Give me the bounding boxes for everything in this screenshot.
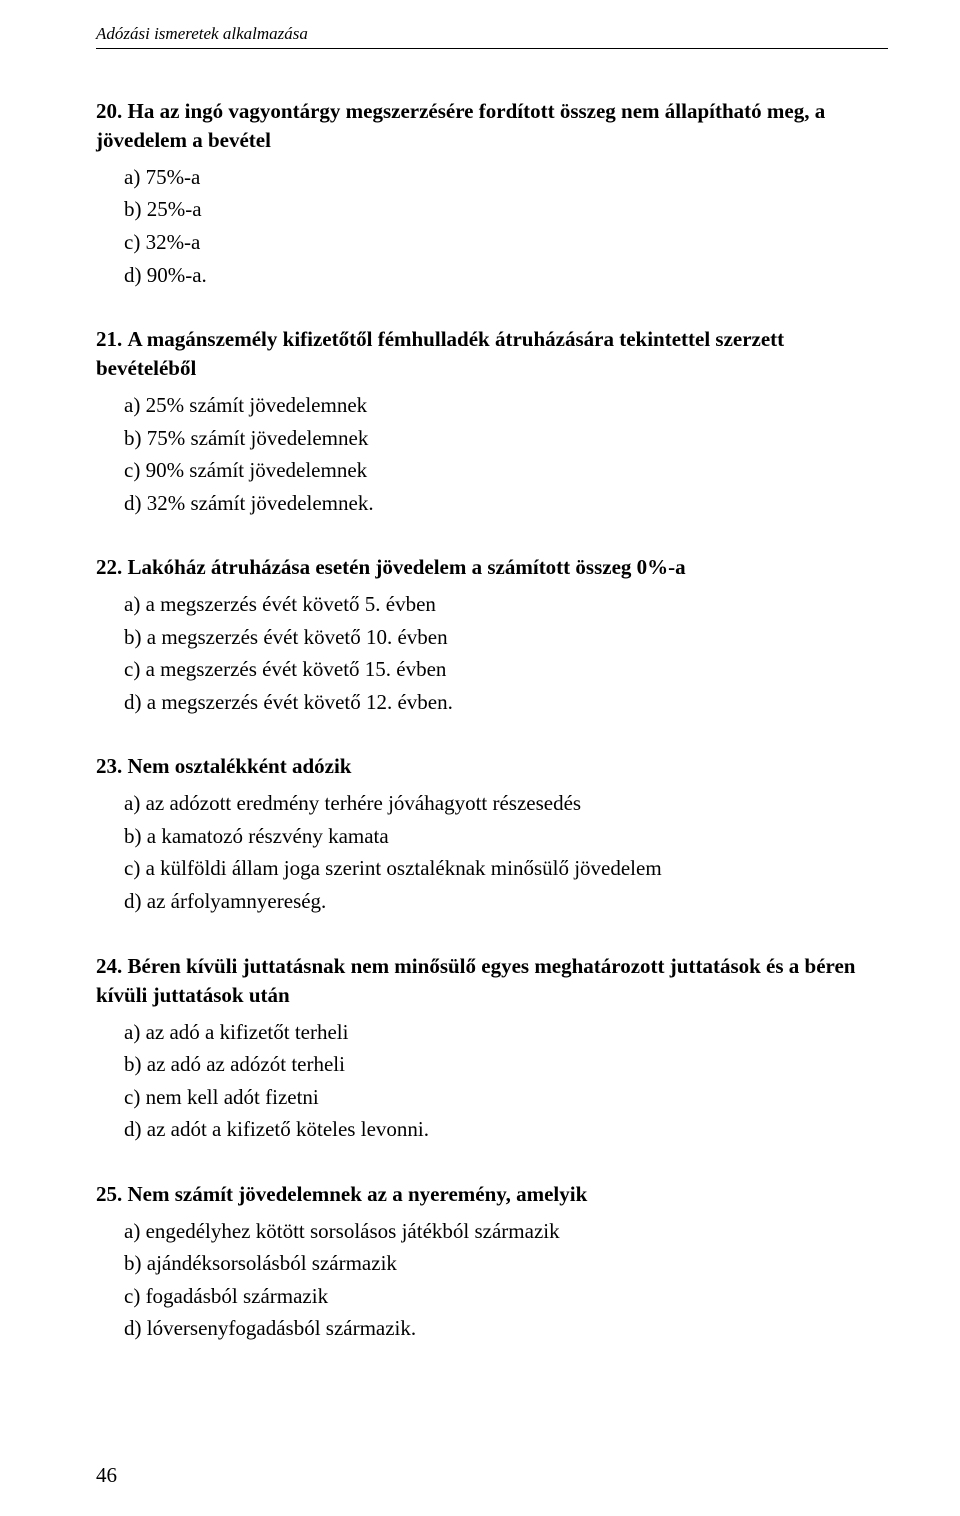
option-a: a) engedélyhez kötött sorsolásos játékbó… [124, 1215, 888, 1248]
option-d: d) az árfolyamnyereség. [124, 885, 888, 918]
option-a: a) az adó a kifizetőt terheli [124, 1016, 888, 1049]
options-list: a) a megszerzés évét követő 5. évben b) … [124, 588, 888, 718]
question-text: 20. Ha az ingó vagyontárgy megszerzésére… [96, 97, 888, 155]
question-22: 22. Lakóház átruházása esetén jövedelem … [96, 553, 888, 718]
option-c: c) a külföldi állam joga szerint osztalé… [124, 852, 888, 885]
options-list: a) 25% számít jövedelemnek b) 75% számít… [124, 389, 888, 519]
option-b: b) 75% számít jövedelemnek [124, 422, 888, 455]
option-c: c) a megszerzés évét követő 15. évben [124, 653, 888, 686]
options-list: a) engedélyhez kötött sorsolásos játékbó… [124, 1215, 888, 1345]
options-list: a) 75%-a b) 25%-a c) 32%-a d) 90%-a. [124, 161, 888, 291]
running-header: Adózási ismeretek alkalmazása [96, 24, 888, 49]
options-list: a) az adó a kifizetőt terheli b) az adó … [124, 1016, 888, 1146]
question-stem: Lakóház átruházása esetén jövedelem a sz… [128, 555, 686, 579]
option-b: b) a megszerzés évét követő 10. évben [124, 621, 888, 654]
option-b: b) ajándéksorsolásból származik [124, 1247, 888, 1280]
option-b: b) a kamatozó részvény kamata [124, 820, 888, 853]
question-25: 25. Nem számít jövedelemnek az a nyeremé… [96, 1180, 888, 1345]
question-text: 22. Lakóház átruházása esetén jövedelem … [96, 553, 888, 582]
question-stem: Nem osztalékként adózik [128, 754, 352, 778]
question-text: 23. Nem osztalékként adózik [96, 752, 888, 781]
option-d: d) a megszerzés évét követő 12. évben. [124, 686, 888, 719]
option-c: c) 32%-a [124, 226, 888, 259]
question-stem: A magánszemély kifizetőtől fémhulladék á… [96, 327, 784, 380]
question-stem: Ha az ingó vagyontárgy megszerzésére for… [96, 99, 825, 152]
option-a: a) a megszerzés évét követő 5. évben [124, 588, 888, 621]
option-d: d) lóversenyfogadásból származik. [124, 1312, 888, 1345]
option-a: a) az adózott eredmény terhére jóváhagyo… [124, 787, 888, 820]
option-c: c) fogadásból származik [124, 1280, 888, 1313]
question-23: 23. Nem osztalékként adózik a) az adózot… [96, 752, 888, 917]
option-b: b) az adó az adózót terheli [124, 1048, 888, 1081]
question-21: 21. A magánszemély kifizetőtől fémhullad… [96, 325, 888, 519]
question-number: 23. [96, 754, 122, 778]
question-24: 24. Béren kívüli juttatásnak nem minősül… [96, 952, 888, 1146]
option-b: b) 25%-a [124, 193, 888, 226]
question-stem: Nem számít jövedelemnek az a nyeremény, … [128, 1182, 588, 1206]
options-list: a) az adózott eredmény terhére jóváhagyo… [124, 787, 888, 917]
question-text: 24. Béren kívüli juttatásnak nem minősül… [96, 952, 888, 1010]
question-20: 20. Ha az ingó vagyontárgy megszerzésére… [96, 97, 888, 291]
question-number: 24. [96, 954, 122, 978]
question-number: 21. [96, 327, 122, 351]
option-a: a) 75%-a [124, 161, 888, 194]
question-number: 22. [96, 555, 122, 579]
option-d: d) 90%-a. [124, 259, 888, 292]
page-number: 46 [96, 1463, 117, 1488]
option-d: d) az adót a kifizető köteles levonni. [124, 1113, 888, 1146]
question-number: 20. [96, 99, 122, 123]
question-stem: Béren kívüli juttatásnak nem minősülő eg… [96, 954, 856, 1007]
option-c: c) 90% számít jövedelemnek [124, 454, 888, 487]
option-a: a) 25% számít jövedelemnek [124, 389, 888, 422]
question-text: 21. A magánszemély kifizetőtől fémhullad… [96, 325, 888, 383]
option-c: c) nem kell adót fizetni [124, 1081, 888, 1114]
question-number: 25. [96, 1182, 122, 1206]
option-d: d) 32% számít jövedelemnek. [124, 487, 888, 520]
question-text: 25. Nem számít jövedelemnek az a nyeremé… [96, 1180, 888, 1209]
